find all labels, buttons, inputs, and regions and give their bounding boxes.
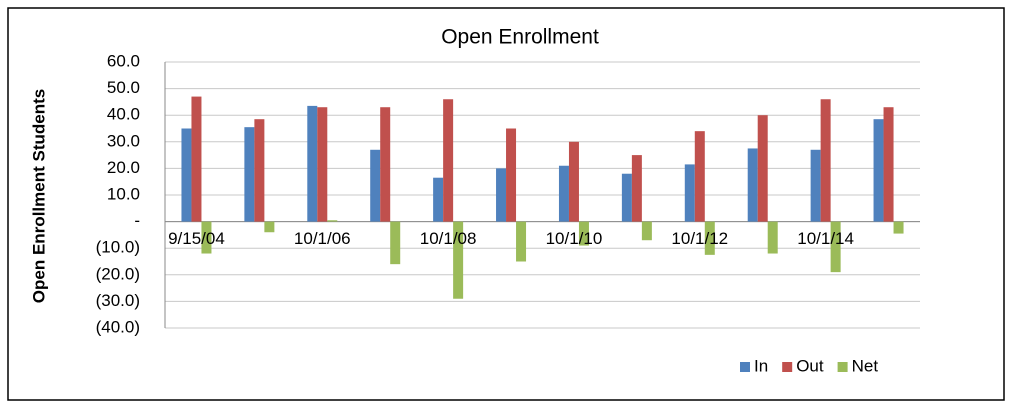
bar (767, 221, 778, 254)
bar (506, 128, 517, 222)
bar (558, 165, 569, 222)
bar (433, 177, 444, 222)
legend-swatch (740, 362, 750, 372)
bar (684, 164, 695, 222)
chart-title: Open Enrollment (441, 26, 599, 49)
bar (830, 221, 841, 273)
x-tick-label: 9/15/04 (168, 229, 225, 248)
bar (317, 107, 328, 222)
bar (370, 149, 381, 222)
y-tick-label: - (134, 211, 140, 230)
bar (820, 99, 831, 222)
bar (810, 149, 821, 222)
y-tick-label: (10.0) (96, 238, 140, 257)
y-tick-label: 30.0 (107, 131, 140, 150)
bar (893, 221, 904, 234)
bar (873, 119, 884, 222)
bar (191, 96, 202, 222)
chart-border (7, 7, 1005, 401)
x-tick-label: 10/1/12 (671, 229, 728, 248)
y-tick-label: (30.0) (96, 291, 140, 310)
bar (747, 148, 758, 222)
y-tick-label: 40.0 (107, 105, 140, 124)
y-tick-label: 10.0 (107, 184, 140, 203)
legend-label: Net (852, 356, 879, 375)
y-tick-label: 60.0 (107, 51, 140, 70)
bar (883, 107, 894, 222)
y-tick-label: (20.0) (96, 264, 140, 283)
bar (390, 221, 401, 265)
x-tick-label: 10/1/14 (797, 229, 854, 248)
bar (568, 141, 579, 222)
legend-label: Out (796, 356, 824, 375)
bar (516, 221, 527, 262)
bar (264, 221, 275, 233)
bar (201, 221, 212, 254)
bar (443, 99, 454, 222)
y-tick-label: 20.0 (107, 158, 140, 177)
bar (641, 221, 652, 241)
x-tick-label: 10/1/08 (420, 229, 477, 248)
bar (757, 115, 768, 222)
bar (254, 119, 265, 222)
bar (453, 221, 464, 299)
y-tick-label: 50.0 (107, 78, 140, 97)
y-axis-label: Open Enrollment Students (29, 89, 48, 303)
y-tick-label: (40.0) (96, 317, 140, 336)
x-tick-label: 10/1/10 (546, 229, 603, 248)
bar (694, 131, 705, 222)
bar (307, 105, 318, 222)
bar (244, 127, 255, 222)
bar (578, 221, 589, 246)
bar (327, 220, 338, 222)
bar (380, 107, 391, 222)
bar (621, 173, 632, 222)
x-tick-label: 10/1/06 (294, 229, 351, 248)
bar (496, 168, 507, 222)
legend-label: In (754, 356, 768, 375)
bar (631, 155, 642, 222)
bar (704, 221, 715, 255)
bar (181, 128, 192, 222)
legend-swatch (782, 362, 793, 372)
legend-swatch (837, 362, 848, 372)
